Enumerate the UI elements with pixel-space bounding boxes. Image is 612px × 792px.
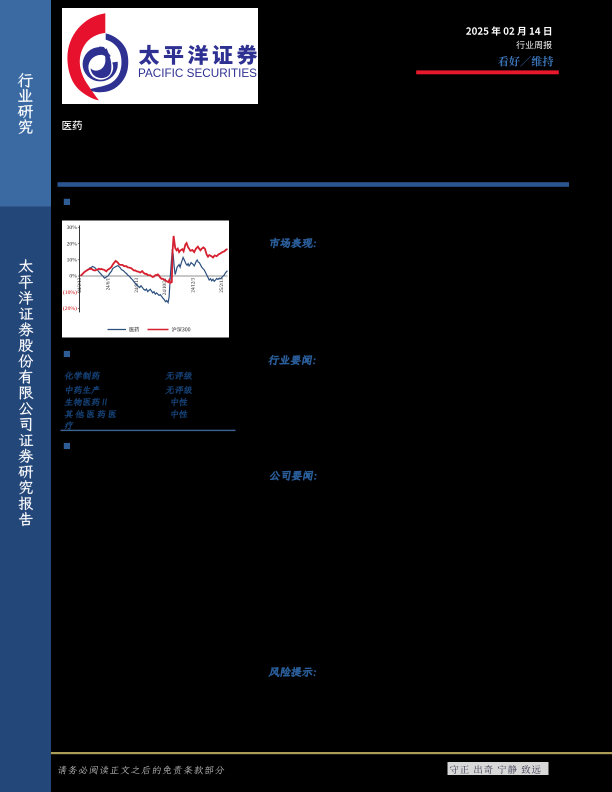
svg-text:(10%): (10%) xyxy=(63,289,77,296)
svg-text:10%: 10% xyxy=(67,258,78,264)
svg-text:PACIFIC SECURITIES: PACIFIC SECURITIES xyxy=(138,68,257,80)
svg-text:24/2/13: 24/2/13 xyxy=(78,277,83,292)
svg-text:(20%): (20%) xyxy=(63,305,77,312)
svg-text:20%: 20% xyxy=(67,241,78,247)
svg-text:24/12/3: 24/12/3 xyxy=(192,277,197,292)
svg-text:25/2/13: 25/2/13 xyxy=(220,277,225,292)
svg-text:24/10/21: 24/10/21 xyxy=(163,277,168,295)
svg-text:0%: 0% xyxy=(69,274,77,280)
svg-text:24/6/1: 24/6/1 xyxy=(106,277,111,290)
svg-text:30%: 30% xyxy=(67,225,78,231)
